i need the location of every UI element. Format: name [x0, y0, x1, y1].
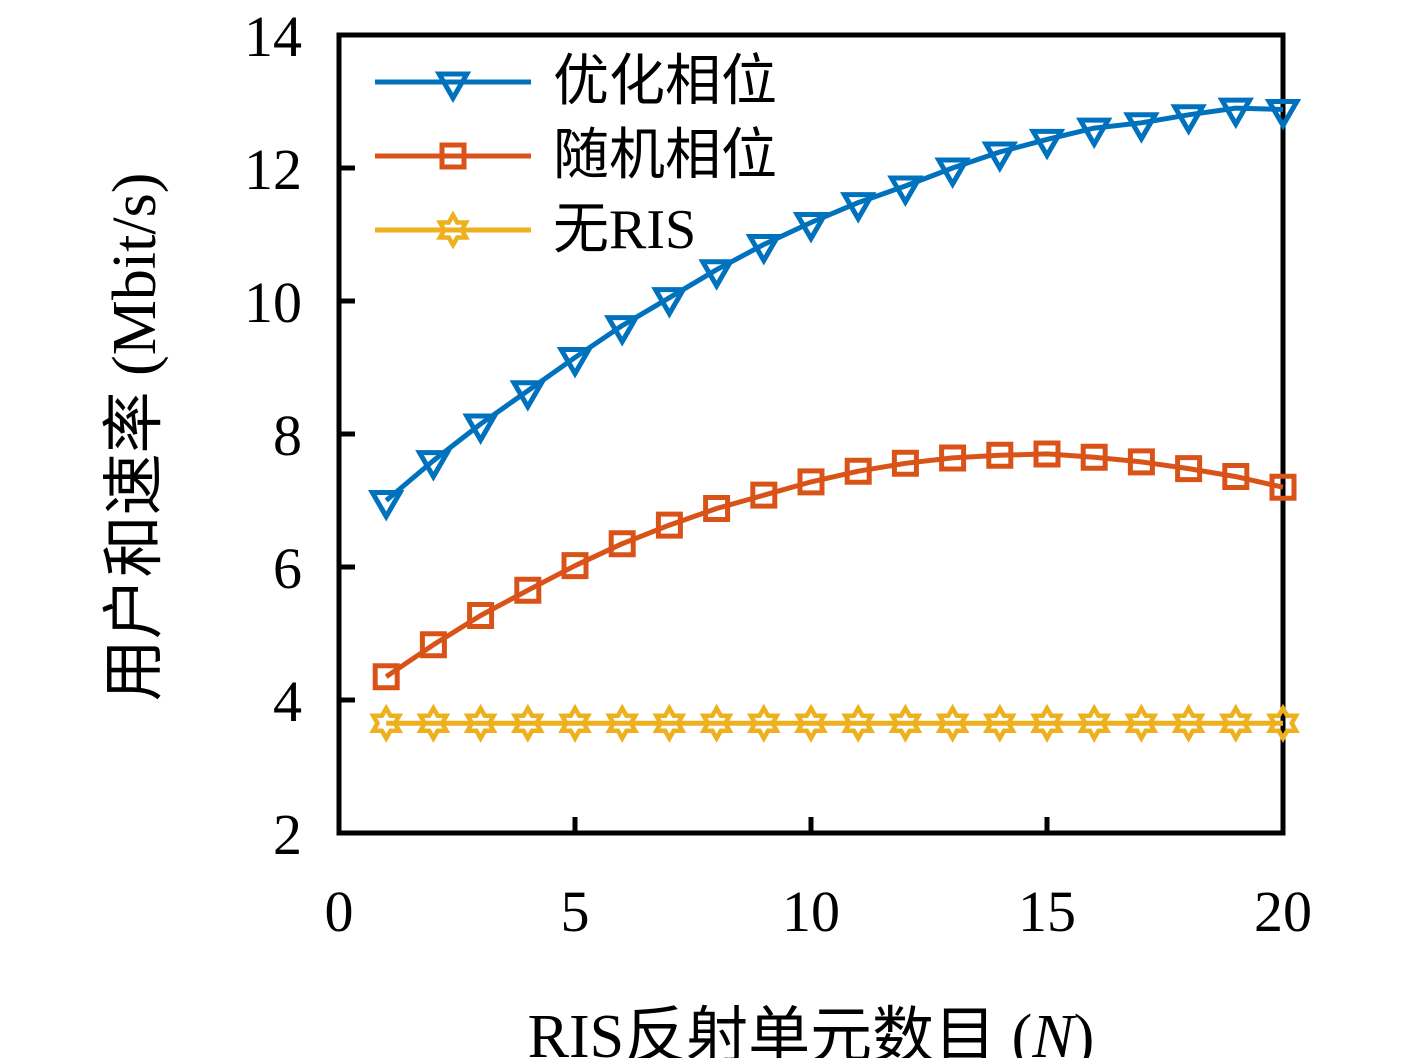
x-tick-label: 15 — [1018, 879, 1076, 944]
square-marker-icon — [1175, 455, 1203, 483]
series-random-phase — [372, 440, 1297, 691]
x-tick-label: 10 — [782, 879, 840, 944]
triangle-down-marker-icon — [415, 450, 452, 482]
legend-label-no-ris: 无RIS — [553, 199, 697, 261]
square-marker-icon — [467, 602, 495, 630]
square-marker-icon — [703, 494, 731, 522]
legend-hexagram-icon — [375, 210, 531, 250]
hexagram-marker-icon — [416, 703, 451, 743]
triangle-down-marker-icon — [792, 212, 830, 244]
square-marker-icon — [1127, 448, 1155, 476]
hexagram-marker-icon — [463, 703, 498, 743]
triangle-down-marker-icon — [840, 192, 877, 224]
triangle-down-marker-icon — [462, 413, 499, 446]
legend-item-no-ris: 无RIS — [375, 193, 777, 267]
square-marker-icon — [1080, 443, 1108, 471]
legend-square-icon — [375, 142, 531, 170]
triangle-down-marker-icon — [604, 315, 641, 347]
square-marker-icon — [608, 530, 636, 558]
y-tick-label: 10 — [244, 270, 302, 335]
hexagram-marker-icon — [841, 703, 876, 743]
square-marker-icon — [939, 444, 967, 472]
series-random-phase-line — [384, 451, 1284, 679]
hexagram-marker-icon — [1030, 703, 1064, 743]
hexagram-marker-icon — [746, 703, 781, 743]
triangle-down-marker-icon — [745, 233, 782, 266]
square-marker-icon — [372, 663, 400, 691]
y-tick-label: 14 — [244, 4, 302, 69]
triangle-down-marker-icon — [1217, 97, 1254, 130]
hexagram-marker-icon — [652, 703, 687, 743]
x-axis-label-variable: N — [1032, 1003, 1074, 1058]
hexagram-marker-icon — [888, 703, 923, 743]
hexagram-marker-icon — [1171, 703, 1206, 743]
legend: 优化相位 随机相位 无RIS — [375, 45, 777, 267]
square-marker-icon — [439, 142, 467, 170]
triangle-down-marker-icon — [651, 287, 688, 319]
legend-item-random-phase: 随机相位 — [375, 119, 777, 193]
hexagram-marker-icon — [369, 703, 404, 743]
series-no-ris — [369, 703, 1300, 743]
legend-triangle-down-icon — [375, 71, 531, 104]
hexagram-marker-icon — [1124, 703, 1159, 743]
y-tick-label: 6 — [273, 536, 302, 601]
hexagram-marker-icon — [558, 703, 592, 743]
square-marker-icon — [419, 631, 447, 659]
triangle-down-marker-icon — [509, 380, 546, 412]
hexagram-marker-icon — [1077, 703, 1112, 743]
x-axis-label-text: RIS反射单元数目 ( — [527, 1003, 1033, 1058]
square-marker-icon — [750, 481, 778, 509]
x-tick-label: 5 — [561, 879, 590, 944]
triangle-down-marker-icon — [1264, 98, 1302, 131]
square-marker-icon — [655, 511, 683, 539]
triangle-down-marker-icon — [887, 175, 924, 207]
square-marker-icon — [986, 441, 1014, 469]
square-marker-icon — [1033, 440, 1061, 468]
square-marker-icon — [891, 449, 919, 477]
series-optimized-phase — [368, 97, 1302, 522]
legend-label-random-phase: 随机相位 — [553, 125, 777, 187]
tick-labels: 0 5 10 15 20 2 4 6 8 10 12 14 — [244, 4, 1312, 944]
y-tick-label: 4 — [273, 669, 302, 734]
hexagram-marker-icon — [1266, 703, 1300, 743]
square-marker-icon — [844, 457, 872, 485]
plot-box — [336, 32, 1286, 836]
legend-label-optimized-phase: 优化相位 — [553, 51, 777, 113]
triangle-down-marker-icon — [934, 157, 971, 190]
hexagram-marker-icon — [436, 210, 470, 250]
triangle-down-marker-icon — [698, 259, 735, 291]
hexagram-marker-icon — [1218, 703, 1253, 743]
hexagram-marker-icon — [935, 703, 970, 743]
triangle-down-marker-icon — [1170, 104, 1207, 136]
y-tick-label: 12 — [244, 137, 302, 202]
triangle-down-marker-icon — [1123, 112, 1160, 144]
triangle-down-marker-icon — [981, 141, 1018, 174]
square-marker-icon — [1269, 473, 1297, 501]
hexagram-marker-icon — [605, 703, 640, 743]
hexagram-marker-icon — [794, 703, 828, 743]
y-tick-label: 2 — [273, 802, 302, 867]
triangle-down-marker-icon — [556, 347, 594, 379]
square-marker-icon — [797, 468, 825, 496]
x-tick-label: 20 — [1254, 879, 1312, 944]
y-axis-label: 用户和速率 (Mbit/s) — [101, 172, 169, 702]
triangle-down-marker-icon — [434, 71, 472, 104]
hexagram-marker-icon — [510, 703, 545, 743]
x-axis-label-suffix: ) — [1073, 1003, 1095, 1058]
square-marker-icon — [1222, 463, 1250, 491]
square-marker-icon — [514, 576, 542, 604]
hexagram-marker-icon — [982, 703, 1017, 743]
legend-item-optimized-phase: 优化相位 — [375, 45, 777, 119]
triangle-down-marker-icon — [368, 490, 405, 522]
triangle-down-marker-icon — [1028, 128, 1066, 161]
square-marker-icon — [561, 552, 589, 580]
triangle-down-marker-icon — [1076, 117, 1113, 150]
y-tick-label: 8 — [273, 403, 302, 468]
hexagram-marker-icon — [699, 703, 734, 743]
x-tick-label: 0 — [325, 879, 354, 944]
x-axis-label: RIS反射单元数目 (N) — [339, 985, 1283, 1058]
